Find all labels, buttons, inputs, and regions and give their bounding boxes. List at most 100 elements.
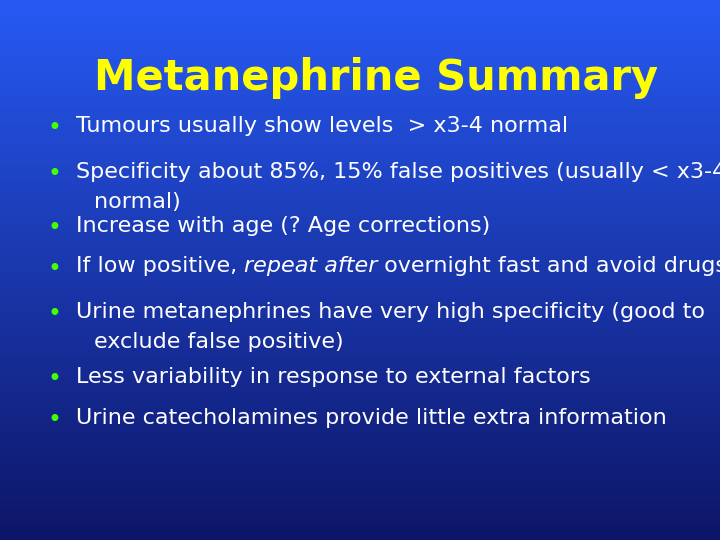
Bar <box>0 441 720 443</box>
Bar <box>0 153 720 155</box>
Bar <box>0 99 720 101</box>
Text: •: • <box>47 302 61 326</box>
Bar <box>0 464 720 466</box>
Bar <box>0 189 720 191</box>
Text: •: • <box>47 216 61 240</box>
Bar <box>0 22 720 23</box>
Bar <box>0 490 720 491</box>
Bar <box>0 382 720 383</box>
Bar <box>0 401 720 403</box>
Bar <box>0 371 720 373</box>
Bar <box>0 538 720 540</box>
Bar <box>0 117 720 119</box>
Bar <box>0 164 720 166</box>
Bar <box>0 495 720 497</box>
Bar <box>0 275 720 277</box>
Bar <box>0 290 720 292</box>
Bar <box>0 444 720 447</box>
Bar <box>0 0 720 2</box>
Bar <box>0 315 720 317</box>
Bar <box>0 525 720 528</box>
Bar <box>0 236 720 238</box>
Bar <box>0 405 720 407</box>
Bar <box>0 135 720 137</box>
Bar <box>0 108 720 110</box>
Bar <box>0 204 720 205</box>
Bar <box>0 15 720 16</box>
Bar <box>0 274 720 275</box>
Bar <box>0 261 720 263</box>
Bar <box>0 158 720 160</box>
Bar <box>0 331 720 333</box>
Bar <box>0 374 720 376</box>
Bar <box>0 90 720 92</box>
Bar <box>0 171 720 173</box>
Bar <box>0 378 720 380</box>
Bar <box>0 142 720 144</box>
Bar <box>0 517 720 518</box>
Bar <box>0 439 720 441</box>
Bar <box>0 160 720 162</box>
Bar <box>0 228 720 231</box>
Bar <box>0 437 720 439</box>
Bar <box>0 396 720 398</box>
Text: Tumours usually show levels  > x3-4 normal: Tumours usually show levels > x3-4 norma… <box>76 116 568 136</box>
Bar <box>0 362 720 363</box>
Bar <box>0 241 720 243</box>
Bar <box>0 77 720 79</box>
Bar <box>0 128 720 130</box>
Bar <box>0 266 720 268</box>
Bar <box>0 501 720 502</box>
Bar <box>0 279 720 281</box>
Bar <box>0 231 720 232</box>
Bar <box>0 110 720 112</box>
Bar <box>0 373 720 374</box>
Bar <box>0 243 720 245</box>
Bar <box>0 169 720 171</box>
Bar <box>0 4 720 5</box>
Bar <box>0 93 720 96</box>
Bar <box>0 166 720 167</box>
Bar <box>0 349 720 351</box>
Bar <box>0 150 720 151</box>
Bar <box>0 409 720 410</box>
Bar <box>0 36 720 38</box>
Bar <box>0 147 720 150</box>
Bar <box>0 47 720 49</box>
Bar <box>0 454 720 455</box>
Bar <box>0 79 720 81</box>
Bar <box>0 481 720 482</box>
Bar <box>0 120 720 123</box>
Bar <box>0 49 720 50</box>
Bar <box>0 133 720 135</box>
Bar <box>0 412 720 414</box>
Bar <box>0 139 720 140</box>
Bar <box>0 123 720 124</box>
Bar <box>0 448 720 450</box>
Bar <box>0 18 720 20</box>
Bar <box>0 54 720 56</box>
Bar <box>0 63 720 65</box>
Bar <box>0 301 720 302</box>
Bar <box>0 225 720 227</box>
Bar <box>0 423 720 425</box>
Bar <box>0 398 720 400</box>
Bar <box>0 385 720 387</box>
Text: Metanephrine Summary: Metanephrine Summary <box>94 57 658 99</box>
Bar <box>0 214 720 216</box>
Bar <box>0 232 720 234</box>
Bar <box>0 488 720 490</box>
Text: normal): normal) <box>94 192 180 212</box>
Bar <box>0 7 720 9</box>
Bar <box>0 358 720 360</box>
Bar <box>0 475 720 477</box>
Bar <box>0 209 720 211</box>
Bar <box>0 504 720 506</box>
Bar <box>0 529 720 531</box>
Bar <box>0 220 720 221</box>
Bar <box>0 185 720 187</box>
Bar <box>0 285 720 286</box>
Bar <box>0 70 720 72</box>
Bar <box>0 2 720 4</box>
Bar <box>0 336 720 339</box>
